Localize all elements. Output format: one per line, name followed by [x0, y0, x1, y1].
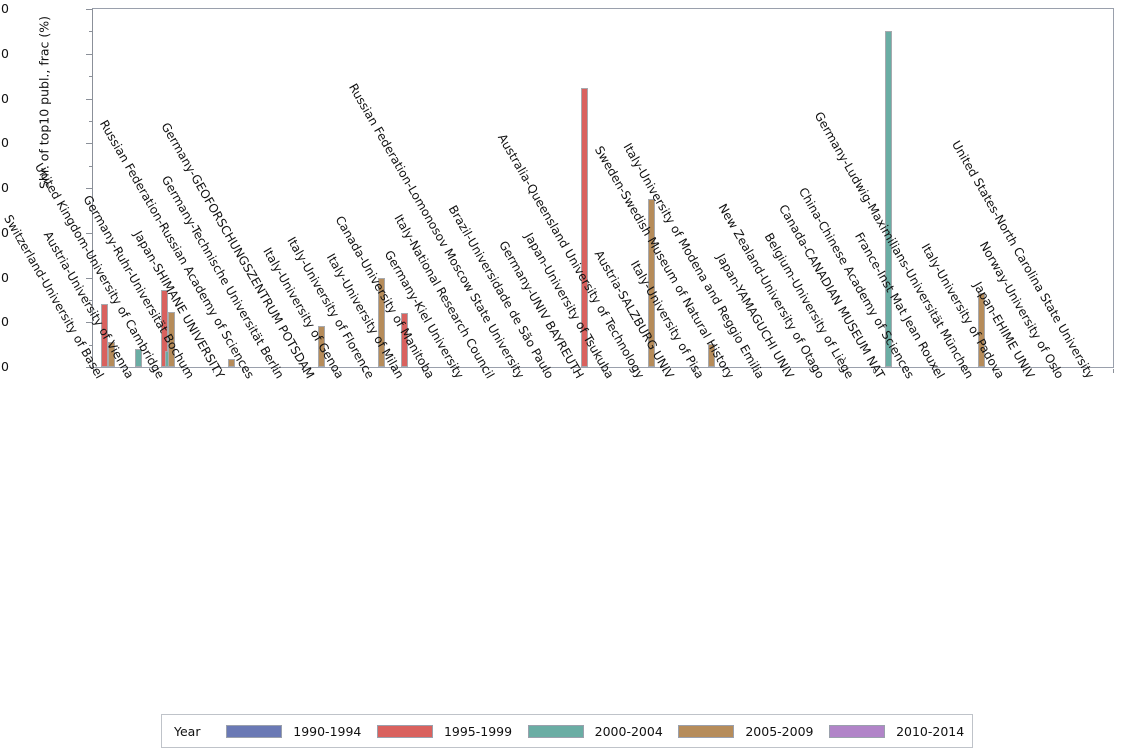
y-axis-tick-label: 40.0	[0, 180, 9, 195]
y-axis-minor-tick	[89, 120, 93, 122]
bar[interactable]	[228, 358, 236, 367]
x-axis-tick	[1053, 369, 1054, 373]
y-axis-tick-label: 60.0	[0, 90, 9, 106]
legend-label: 2010-2014	[896, 723, 965, 739]
y-axis-tick	[86, 232, 93, 234]
x-axis-tick	[123, 369, 124, 373]
x-axis-tick	[273, 369, 274, 373]
legend-swatch	[527, 724, 584, 738]
bar[interactable]	[400, 312, 408, 367]
x-axis-tick-labels: Switzerland-University of Basel Austria-U…	[1, 81, 1114, 702]
legend-item[interactable]: 2000-2004	[527, 723, 663, 739]
x-axis-tick	[723, 369, 724, 373]
bar[interactable]	[708, 343, 716, 367]
bar[interactable]	[978, 292, 986, 367]
legend-item[interactable]: 1990-1994	[226, 724, 361, 739]
y-axis-tick	[86, 322, 93, 324]
legend-title: Year	[174, 723, 201, 739]
y-axis-tick-label: 20.0	[0, 269, 9, 285]
y-axis-tick-label: 80.0	[0, 1, 9, 16]
x-axis-tick	[153, 369, 154, 373]
x-axis-tick	[633, 369, 634, 373]
y-axis-minor-tick	[89, 299, 93, 301]
y-axis-minor-tick	[89, 210, 93, 212]
x-axis-tick	[573, 369, 574, 373]
legend-swatch	[829, 724, 886, 738]
x-axis-tick	[933, 369, 934, 373]
x-axis-tick	[693, 369, 694, 373]
legend-items: 1990-1994 1995-1999 2000-2004 2005-2009 2010…	[218, 724, 972, 739]
x-axis-tick	[1023, 369, 1024, 373]
y-axis-tick	[86, 188, 93, 189]
x-axis-tick	[813, 369, 814, 373]
y-axis-minor-tick	[89, 255, 93, 257]
legend-label: 2000-2004	[594, 723, 663, 739]
legend-swatch	[678, 724, 735, 738]
bar[interactable]	[168, 312, 176, 367]
legend-item[interactable]: 1995-1999	[376, 723, 513, 739]
x-axis-tick	[543, 369, 544, 373]
x-axis-tick	[753, 369, 754, 373]
y-axis-tick-label: 50.0	[0, 135, 9, 151]
x-axis-tick	[963, 369, 964, 373]
x-axis-tick	[393, 369, 394, 373]
x-axis-tick	[183, 369, 184, 373]
legend-swatch	[226, 724, 283, 738]
x-axis-tick	[483, 369, 484, 373]
x-axis-tick	[93, 369, 94, 373]
legend-item[interactable]: 2005-2009	[678, 723, 814, 739]
x-axis-tick	[873, 369, 874, 373]
y-axis-tick	[86, 277, 93, 279]
x-axis-tick	[513, 369, 514, 373]
bar[interactable]	[108, 341, 116, 367]
x-axis-tick	[243, 369, 244, 373]
x-axis-tick	[303, 369, 304, 373]
y-axis-minor-tick	[89, 31, 93, 33]
y-axis-tick	[86, 9, 93, 10]
x-axis-tick	[333, 369, 334, 373]
chart-legend: Year 1990-1994 1995-1999 2000-2004 2005-200…	[161, 714, 973, 748]
bar[interactable]	[160, 289, 168, 367]
y-axis-tick-label: 30.0	[0, 224, 9, 240]
y-axis-tick	[86, 98, 93, 100]
x-axis-tick	[453, 369, 454, 373]
x-axis-tick	[1113, 369, 1114, 373]
legend-label: 1995-1999	[443, 723, 513, 739]
x-axis-tick	[993, 369, 994, 373]
x-axis-tick	[1083, 369, 1084, 373]
y-axis-tick	[86, 367, 93, 368]
x-axis-tick	[363, 369, 364, 373]
y-axis-tick-label: 0.0	[0, 359, 9, 374]
x-axis-tick	[663, 369, 664, 373]
plot-area: 0.0 10.0 20.0 30.0 40.0 50.0 60.0 70.0 80.0	[0, 1, 1114, 374]
x-axis-tick	[783, 369, 784, 373]
y-axis-minor-tick	[89, 76, 93, 78]
legend-item[interactable]: 2010-2014	[829, 724, 964, 739]
x-axis-tick	[903, 369, 904, 373]
y-axis-tick	[86, 53, 93, 55]
y-axis-tick-label: 70.0	[0, 45, 9, 61]
y-axis-minor-tick	[89, 165, 93, 167]
y-axis-tick-label: 10.0	[0, 314, 9, 330]
legend-swatch	[376, 724, 433, 738]
x-axis-tick	[213, 369, 214, 373]
bar[interactable]	[134, 349, 142, 367]
bar[interactable]	[378, 277, 386, 367]
y-axis-tick	[86, 143, 93, 145]
x-axis-tick	[843, 369, 844, 373]
legend-label: 1990-1994	[293, 723, 362, 739]
bar[interactable]	[580, 88, 588, 367]
x-axis-tick	[423, 369, 424, 373]
bar[interactable]	[100, 304, 108, 367]
y-axis-minor-tick	[89, 344, 93, 346]
bar[interactable]	[318, 326, 326, 367]
bar[interactable]	[648, 199, 656, 367]
x-axis-tick	[603, 369, 604, 373]
legend-label: 2005-2009	[745, 723, 814, 739]
bar[interactable]	[884, 31, 892, 367]
plot-inner: 0.0 10.0 20.0 30.0 40.0 50.0 60.0 70.0 80.0	[0, 1, 1114, 374]
